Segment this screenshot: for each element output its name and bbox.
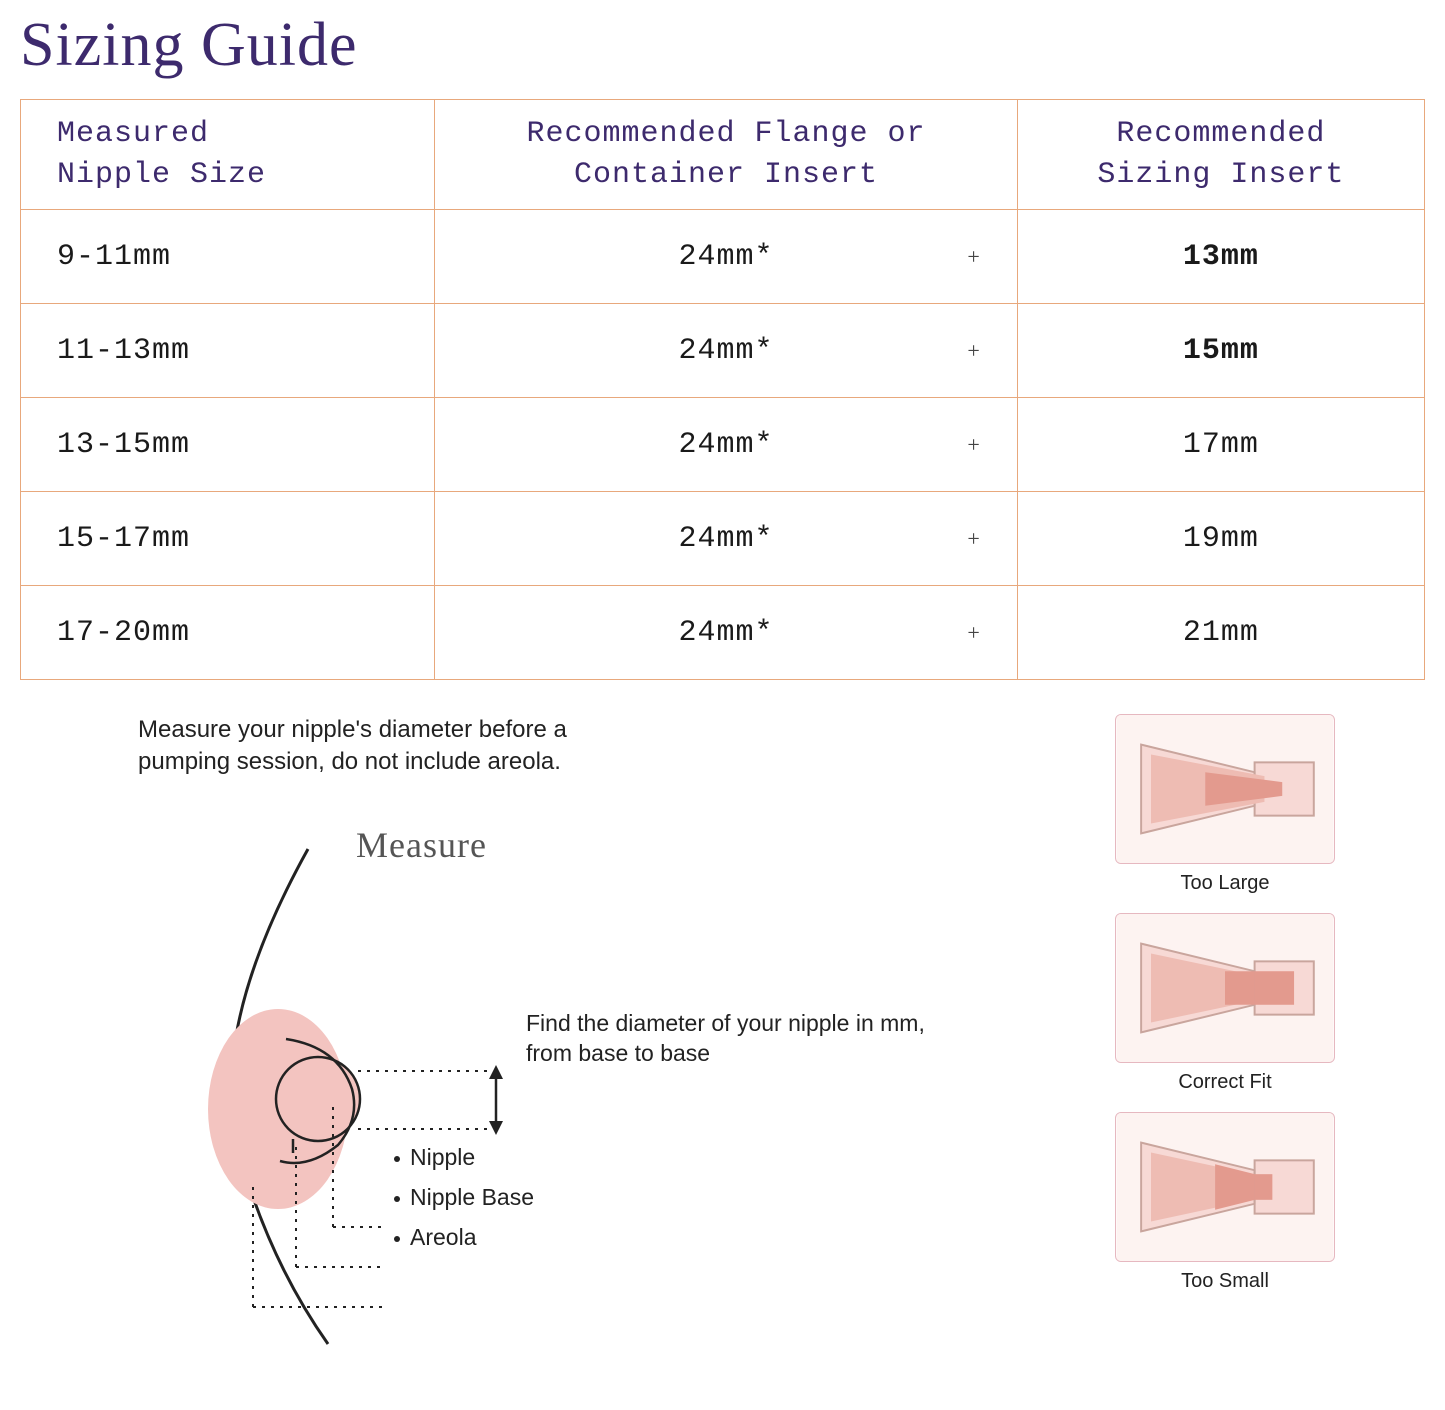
plus-icon: + — [967, 244, 980, 270]
cell-flange: 24mm* + — [435, 586, 1018, 680]
cell-insert: 13mm — [1017, 210, 1424, 304]
cell-flange-value: 24mm* — [678, 522, 773, 556]
cell-flange-value: 24mm* — [678, 616, 773, 650]
col-header-insert: Recommended Sizing Insert — [1017, 100, 1424, 210]
legend-areola-label: Areola — [410, 1224, 476, 1250]
bullet-icon — [394, 1236, 400, 1242]
cell-insert: 21mm — [1017, 586, 1424, 680]
cell-size: 15-17mm — [21, 492, 435, 586]
table-row: 9-11mm 24mm* +13mm — [21, 210, 1425, 304]
col-header-insert-l2: Sizing Insert — [1097, 158, 1344, 192]
col-header-size: Measured Nipple Size — [21, 100, 435, 210]
fit-too-small: Too Small — [1085, 1112, 1365, 1293]
find-diameter-text: Find the diameter of your nipple in mm, … — [526, 1009, 946, 1069]
legend-nipple-label: Nipple — [410, 1144, 475, 1170]
fit-too-large-svg — [1115, 714, 1335, 864]
page: Sizing Guide Measured Nipple Size Recomme… — [0, 0, 1445, 1379]
cell-size: 9-11mm — [21, 210, 435, 304]
table-row: 15-17mm 24mm* +19mm — [21, 492, 1425, 586]
table-header-row: Measured Nipple Size Recommended Flange o… — [21, 100, 1425, 210]
cell-size: 17-20mm — [21, 586, 435, 680]
col-header-flange: Recommended Flange or Container Insert — [435, 100, 1018, 210]
legend-nipple-base: Nipple Base — [394, 1184, 534, 1211]
cell-flange: 24mm* + — [435, 492, 1018, 586]
instruction-text: Measure your nipple's diameter before a … — [138, 714, 658, 779]
col-header-insert-l1: Recommended — [1116, 117, 1325, 151]
cell-size: 13-15mm — [21, 398, 435, 492]
col-header-flange-l2: Container Insert — [574, 158, 878, 192]
fit-too-large: Too Large — [1085, 714, 1365, 895]
cell-insert: 15mm — [1017, 304, 1424, 398]
col-header-size-l2: Nipple Size — [57, 158, 266, 192]
legend-nipple-base-label: Nipple Base — [410, 1184, 534, 1210]
lower-section: Measure your nipple's diameter before a … — [20, 714, 1425, 1349]
table-row: 11-13mm 24mm* +15mm — [21, 304, 1425, 398]
col-header-flange-l1: Recommended Flange or — [526, 117, 925, 151]
bullet-icon — [394, 1156, 400, 1162]
measure-label: Measure — [356, 824, 487, 866]
fit-too-large-label: Too Large — [1085, 872, 1365, 895]
fit-correct-svg — [1115, 913, 1335, 1063]
col-header-size-l1: Measured — [57, 117, 209, 151]
measure-diagram: Measure your nipple's diameter before a … — [138, 714, 1025, 1349]
plus-icon: + — [967, 432, 980, 458]
plus-icon: + — [967, 338, 980, 364]
plus-icon: + — [967, 620, 980, 646]
cell-size: 11-13mm — [21, 304, 435, 398]
cell-flange-value: 24mm* — [678, 334, 773, 368]
fit-examples: Too Large Correct Fit — [1085, 714, 1365, 1293]
cell-flange-value: 24mm* — [678, 428, 773, 462]
cell-flange: 24mm* + — [435, 210, 1018, 304]
table-row: 13-15mm 24mm* +17mm — [21, 398, 1425, 492]
plus-icon: + — [967, 526, 980, 552]
fit-too-small-label: Too Small — [1085, 1270, 1365, 1293]
legend-nipple: Nipple — [394, 1144, 475, 1171]
cell-flange: 24mm* + — [435, 304, 1018, 398]
anatomy-diagram-svg — [138, 789, 958, 1349]
page-title: Sizing Guide — [20, 10, 1425, 81]
legend-areola: Areola — [394, 1224, 476, 1251]
fit-correct: Correct Fit — [1085, 913, 1365, 1094]
table-row: 17-20mm 24mm* +21mm — [21, 586, 1425, 680]
cell-flange-value: 24mm* — [678, 240, 773, 274]
sizing-table: Measured Nipple Size Recommended Flange o… — [20, 99, 1425, 680]
fit-correct-label: Correct Fit — [1085, 1071, 1365, 1094]
fit-too-small-svg — [1115, 1112, 1335, 1262]
cell-insert: 19mm — [1017, 492, 1424, 586]
cell-flange: 24mm* + — [435, 398, 1018, 492]
cell-insert: 17mm — [1017, 398, 1424, 492]
bullet-icon — [394, 1196, 400, 1202]
